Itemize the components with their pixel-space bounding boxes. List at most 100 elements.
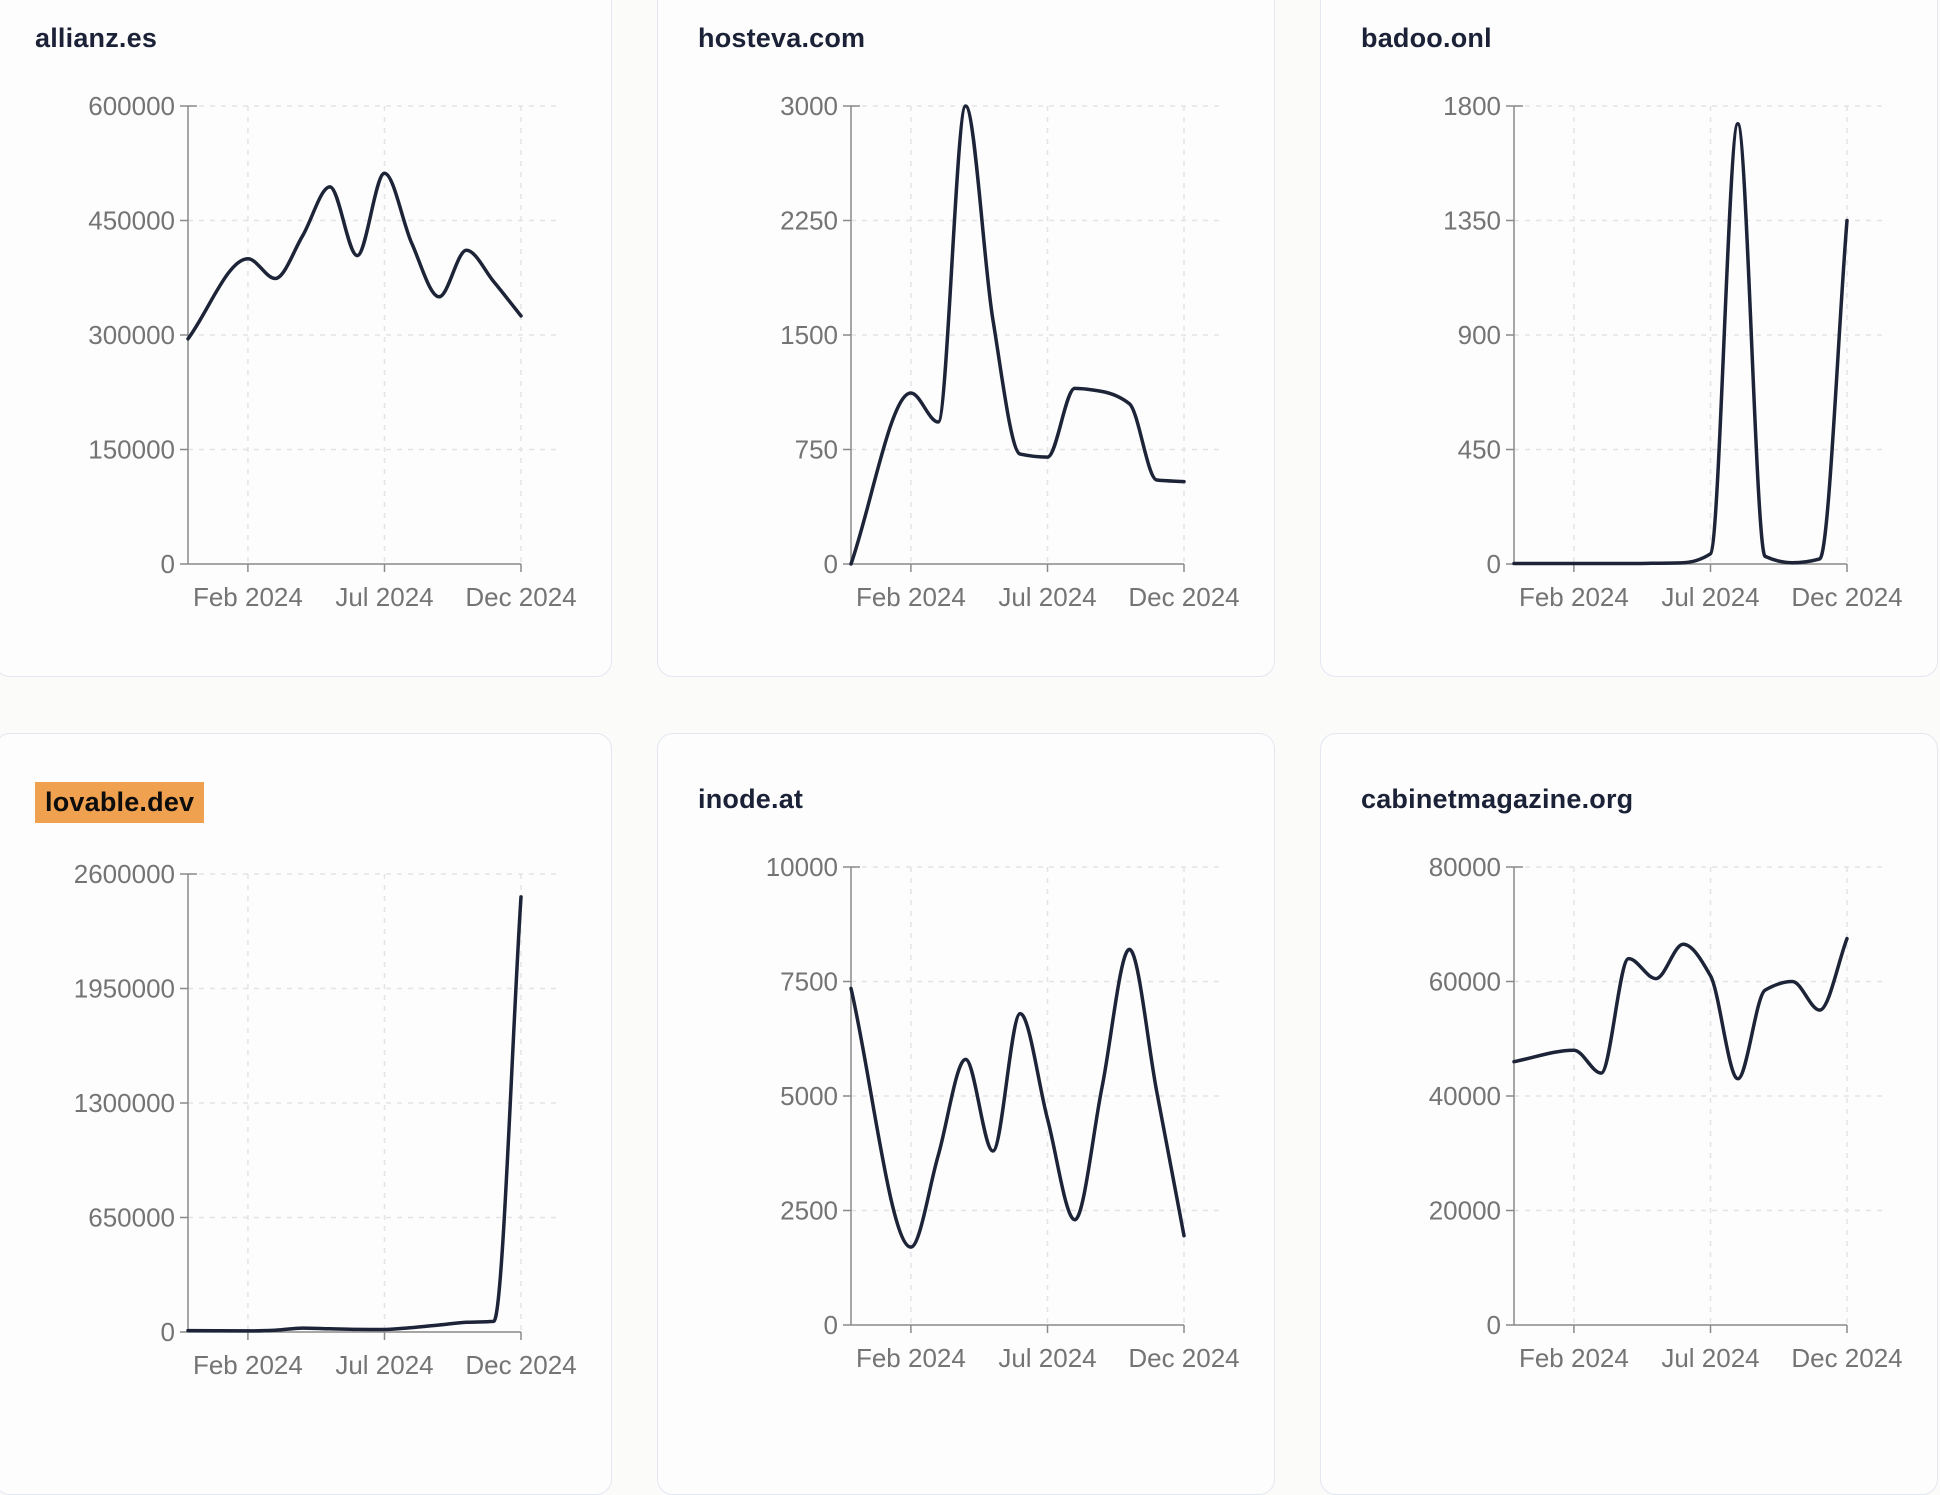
card-title: hosteva.com <box>698 21 1234 55</box>
card-title: cabinetmagazine.org <box>1361 782 1897 816</box>
svg-text:Jul 2024: Jul 2024 <box>335 582 433 612</box>
svg-text:Dec 2024: Dec 2024 <box>465 582 576 612</box>
chart-svg: 0 450 900 1350 1800 Feb 2024 Jul 2024 Dec 2024 <box>1443 91 1903 612</box>
svg-text:Dec 2024: Dec 2024 <box>1128 582 1239 612</box>
traffic-chart-badoo: 0 450 900 1350 1800 Feb 2024 Jul 2024 Dec 2024 <box>1361 73 1903 618</box>
card-title: lovable.dev <box>35 782 571 823</box>
domain-card-cabinetmagazine: cabinetmagazine.org 0 20000 40000 60000 8000… <box>1320 733 1938 1495</box>
svg-text:40000: 40000 <box>1429 1081 1501 1111</box>
gridlines <box>1514 866 1882 1325</box>
svg-text:600000: 600000 <box>88 91 175 121</box>
svg-text:2600000: 2600000 <box>74 859 175 889</box>
svg-text:0: 0 <box>824 549 838 579</box>
svg-text:2250: 2250 <box>780 206 838 236</box>
domain-name-badoo: badoo.onl <box>1361 23 1492 53</box>
gridlines <box>851 866 1219 1325</box>
axis-labels: 0 450 900 1350 1800 Feb 2024 Jul 2024 Dec 2024 <box>1443 91 1903 612</box>
axes <box>1506 105 1848 572</box>
axis-labels: 0 150000 300000 450000 600000 Feb 2024 Jul 202… <box>88 91 576 612</box>
traffic-chart-hosteva: 0 750 1500 2250 3000 Feb 2024 Jul 2024 Dec 2024 <box>698 73 1240 618</box>
svg-text:1950000: 1950000 <box>74 974 175 1004</box>
domain-name-cabinetmagazine: cabinetmagazine.org <box>1361 784 1634 814</box>
traffic-chart-cabinetmagazine: 0 20000 40000 60000 80000 Feb 2024 Jul 2024 Dec… <box>1361 834 1903 1379</box>
svg-text:Feb 2024: Feb 2024 <box>193 582 303 612</box>
svg-text:2500: 2500 <box>780 1196 838 1226</box>
svg-text:1800: 1800 <box>1443 91 1501 121</box>
chart-svg: 0 750 1500 2250 3000 Feb 2024 Jul 2024 Dec 2024 <box>780 91 1240 612</box>
svg-text:0: 0 <box>1487 1310 1501 1340</box>
svg-text:80000: 80000 <box>1429 852 1501 882</box>
svg-text:10000: 10000 <box>766 852 838 882</box>
domain-name-lovable-highlighted: lovable.dev <box>35 782 205 823</box>
svg-text:0: 0 <box>824 1310 838 1340</box>
domain-card-allianz: allianz.es 0 150000 300000 450000 600000 Feb … <box>0 0 612 677</box>
axes <box>180 873 522 1340</box>
svg-text:20000: 20000 <box>1429 1196 1501 1226</box>
svg-text:Jul 2024: Jul 2024 <box>998 582 1096 612</box>
svg-text:300000: 300000 <box>88 320 175 350</box>
chart-svg: 0 20000 40000 60000 80000 Feb 2024 Jul 2024 Dec… <box>1429 852 1903 1373</box>
svg-text:Jul 2024: Jul 2024 <box>335 1350 433 1380</box>
series-line <box>1512 122 1849 566</box>
domain-name-inode: inode.at <box>698 784 804 814</box>
axes <box>843 866 1185 1333</box>
svg-text:0: 0 <box>161 1317 175 1347</box>
axes <box>843 105 1185 572</box>
axis-labels: 0 2500 5000 7500 10000 Feb 2024 Jul 2024 Dec 20… <box>766 852 1240 1373</box>
svg-text:Jul 2024: Jul 2024 <box>1661 582 1759 612</box>
traffic-chart-allianz: 0 150000 300000 450000 600000 Feb 2024 Jul 202… <box>35 73 576 618</box>
series-line <box>1512 936 1849 1081</box>
traffic-chart-inode: 0 2500 5000 7500 10000 Feb 2024 Jul 2024 Dec 20… <box>698 834 1240 1379</box>
chart-svg: 0 150000 300000 450000 600000 Feb 2024 Jul 202… <box>88 91 576 612</box>
svg-text:450000: 450000 <box>88 206 175 236</box>
svg-text:150000: 150000 <box>88 435 175 465</box>
domain-name-hosteva: hosteva.com <box>698 23 866 53</box>
svg-text:60000: 60000 <box>1429 967 1501 997</box>
axis-labels: 0 20000 40000 60000 80000 Feb 2024 Jul 2024 Dec… <box>1429 852 1903 1373</box>
svg-text:7500: 7500 <box>780 967 838 997</box>
domain-card-hosteva: hosteva.com 0 750 1500 2250 3000 Feb 2024 Jul … <box>657 0 1275 677</box>
svg-text:Dec 2024: Dec 2024 <box>1791 582 1902 612</box>
card-title: allianz.es <box>35 21 571 55</box>
series-line <box>849 947 1186 1249</box>
card-title: badoo.onl <box>1361 21 1897 55</box>
svg-text:5000: 5000 <box>780 1081 838 1111</box>
svg-text:750: 750 <box>795 435 838 465</box>
svg-text:Feb 2024: Feb 2024 <box>193 1350 303 1380</box>
svg-text:Jul 2024: Jul 2024 <box>1661 1343 1759 1373</box>
svg-text:Feb 2024: Feb 2024 <box>856 1343 966 1373</box>
gridlines <box>851 105 1219 564</box>
svg-text:1350: 1350 <box>1443 206 1501 236</box>
svg-text:Feb 2024: Feb 2024 <box>1519 1343 1629 1373</box>
svg-text:Jul 2024: Jul 2024 <box>998 1343 1096 1373</box>
chart-svg: 0 650000 1300000 1950000 2600000 Feb 2024 Jul … <box>74 859 577 1380</box>
svg-text:0: 0 <box>1487 549 1501 579</box>
domain-card-inode: inode.at 0 2500 5000 7500 10000 Feb 2024 Jul 2… <box>657 733 1275 1495</box>
svg-text:Feb 2024: Feb 2024 <box>1519 582 1629 612</box>
svg-text:650000: 650000 <box>88 1203 175 1233</box>
svg-text:Dec 2024: Dec 2024 <box>1128 1343 1239 1373</box>
series-line <box>186 171 523 341</box>
gridlines <box>188 105 556 564</box>
svg-text:1500: 1500 <box>780 320 838 350</box>
axes <box>1506 866 1848 1333</box>
chart-svg: 0 2500 5000 7500 10000 Feb 2024 Jul 2024 Dec 20… <box>766 852 1240 1373</box>
svg-text:Dec 2024: Dec 2024 <box>1791 1343 1902 1373</box>
series-line <box>186 895 523 1333</box>
card-title: inode.at <box>698 782 1234 816</box>
series-line <box>849 104 1186 566</box>
domain-name-allianz: allianz.es <box>35 23 158 53</box>
svg-text:Dec 2024: Dec 2024 <box>465 1350 576 1380</box>
axes <box>180 105 522 572</box>
svg-text:0: 0 <box>161 549 175 579</box>
svg-text:Feb 2024: Feb 2024 <box>856 582 966 612</box>
svg-text:900: 900 <box>1458 320 1501 350</box>
gridlines <box>1514 105 1882 564</box>
axis-labels: 0 750 1500 2250 3000 Feb 2024 Jul 2024 Dec 2024 <box>780 91 1240 612</box>
axis-labels: 0 650000 1300000 1950000 2600000 Feb 2024 Jul … <box>74 859 577 1380</box>
traffic-chart-lovable: 0 650000 1300000 1950000 2600000 Feb 2024 Jul … <box>35 841 577 1386</box>
domain-card-badoo: badoo.onl 0 450 900 1350 1800 Feb 2024 Jul 202… <box>1320 0 1938 677</box>
svg-text:3000: 3000 <box>780 91 838 121</box>
domain-card-lovable: lovable.dev 0 650000 1300000 1950000 2600000… <box>0 733 612 1495</box>
